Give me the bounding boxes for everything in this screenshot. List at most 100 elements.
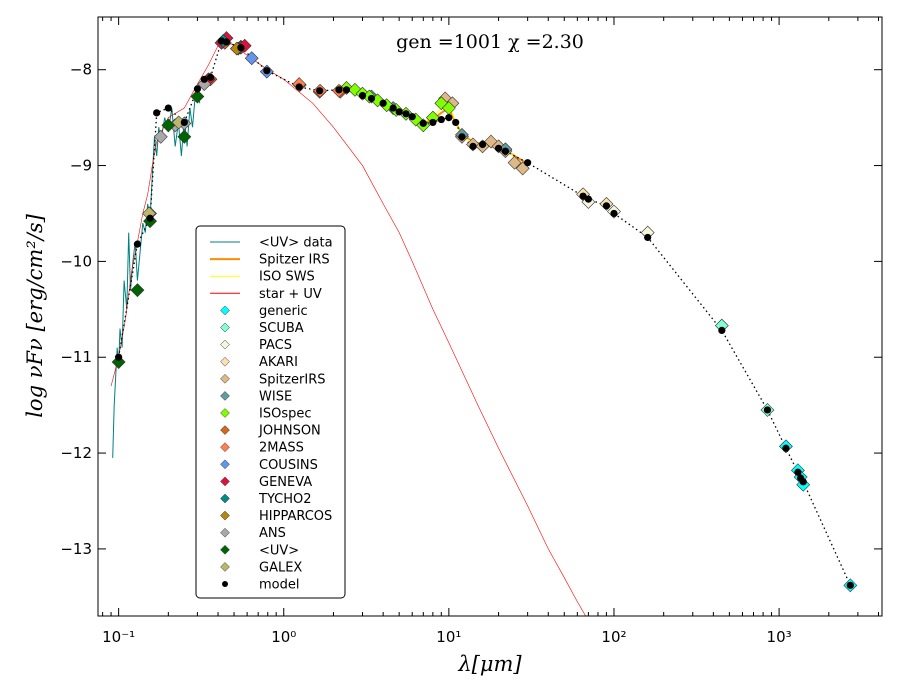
point-model-21 [395, 108, 403, 116]
legend-label-model: model [259, 578, 299, 593]
chart-annotation: gen =1001 χ =2.30 [396, 31, 584, 53]
legend-swatch-isospec [220, 408, 230, 418]
point-model-8 [206, 73, 215, 81]
point-model-46 [846, 581, 854, 589]
point-model-27 [445, 114, 453, 122]
point-model-10 [222, 38, 231, 46]
legend-label-hipparcos: HIPPARCOS [259, 509, 332, 524]
legend-swatch-cousins [220, 459, 230, 470]
point-model-33 [501, 147, 509, 155]
legend-swatch-tycho2 [220, 493, 230, 504]
point-model-26 [437, 115, 445, 124]
legend-label-scuba: SCUBA [259, 321, 304, 336]
point-model-40 [718, 326, 726, 334]
y-axis-label: log νFν [erg/cm²/s] [23, 213, 47, 417]
point-model-0 [115, 353, 123, 361]
legend-label-spitzer-irs: Spitzer IRS [259, 253, 330, 268]
legend-item-hipparcos: HIPPARCOS [220, 509, 332, 524]
point-model-23 [408, 113, 416, 121]
legend-item-uv: <UV> [220, 543, 299, 558]
point-model-41 [763, 406, 772, 414]
point-model-5 [180, 118, 188, 127]
point-model-42 [782, 444, 790, 452]
legend-item-spitzerirs: SpitzerIRS [220, 372, 326, 387]
point-cousins-0 [244, 51, 259, 66]
legend-item-scuba: SCUBA [220, 321, 304, 336]
x-tick-label-3: 10² [601, 628, 626, 646]
legend-swatch-pacs [220, 339, 230, 350]
point-model-29 [458, 133, 466, 141]
y-tick-label-3: −11 [60, 348, 92, 366]
point-isospec-1 [348, 82, 362, 97]
point-model-22 [402, 110, 410, 118]
point-model-12 [263, 67, 271, 75]
point-model-30 [469, 142, 477, 150]
y-tick-label-2: −10 [60, 252, 92, 270]
legend-label-star-uv: star + UV [259, 287, 322, 302]
point-spitzerirs-8 [507, 155, 522, 170]
point-model-4 [164, 104, 172, 112]
y-tick-label-4: −12 [60, 444, 92, 462]
legend-label-generic: generic [259, 304, 308, 319]
legend-swatch-akari [220, 356, 230, 367]
point-model-19 [379, 99, 387, 107]
point-model-18 [367, 94, 376, 103]
x-tick-label-4: 10³ [767, 628, 792, 646]
point-model-37 [602, 202, 611, 210]
point-model-3 [153, 109, 161, 117]
point-model-35 [579, 192, 587, 200]
point-model-45 [799, 478, 807, 486]
point-ans-1 [153, 129, 168, 144]
point-model-28 [452, 118, 460, 127]
point-model-25 [429, 118, 437, 127]
legend-label-iso-sws: ISO SWS [259, 270, 315, 285]
y-tick-label-0: −8 [70, 61, 92, 79]
legend-swatch-ans [220, 527, 230, 538]
legend-item-geneva: GENEVA [220, 475, 312, 490]
point-model-39 [644, 233, 652, 242]
legend-item-spitzer-irs: Spitzer IRS [210, 253, 330, 268]
y-tick-label-1: −9 [70, 157, 92, 175]
legend-label-galex: GALEX [259, 560, 302, 575]
point-geneva-4 [237, 38, 252, 53]
legend-item-wise: WISE [220, 389, 292, 404]
point-model-43 [794, 468, 802, 476]
legend-item-model: model [222, 578, 299, 593]
legend-swatch-wise [220, 391, 230, 401]
legend-label-pacs: PACS [259, 338, 292, 353]
point-model-34 [524, 159, 532, 167]
plot-frame [97, 16, 883, 617]
point-model-15 [335, 86, 343, 94]
legend-swatch-galex [220, 562, 230, 572]
legend-item-pacs: PACS [220, 338, 292, 353]
legend-item-star-uv: star + UV [210, 287, 322, 302]
legend-swatch-geneva [220, 476, 230, 487]
x-tick-label-1: 10⁰ [271, 628, 296, 646]
point-model-13 [295, 83, 303, 91]
legend-label-uv-data: <UV> data [259, 236, 333, 251]
point-model-32 [494, 144, 503, 152]
legend-swatch-uv [220, 544, 230, 555]
point-uv-1 [130, 283, 145, 298]
legend-swatch-scuba [220, 322, 230, 333]
legend-swatch-generic [220, 305, 230, 316]
point-model-7 [200, 75, 208, 83]
point-model-11 [237, 44, 245, 52]
legend-item-2mass: 2MASS [220, 441, 304, 456]
legend-item-generic: generic [220, 304, 308, 319]
legend-item-tycho2: TYCHO2 [220, 492, 312, 507]
legend-item-isospec: ISOspec [220, 407, 312, 422]
legend-label-tycho2: TYCHO2 [258, 492, 312, 507]
legend-swatch-spitzerirs [220, 373, 230, 384]
legend-label-2mass: 2MASS [259, 441, 304, 456]
legend-label-akari: AKARI [259, 355, 298, 370]
point-model-16 [342, 86, 351, 94]
point-model-2 [146, 214, 154, 222]
legend-item-galex: GALEX [220, 560, 302, 575]
y-tick-label-5: −13 [60, 540, 92, 558]
point-model-1 [133, 240, 142, 248]
point-uv-4 [177, 129, 192, 144]
legend: <UV> data Spitzer IRS ISO SWS star + UV gene… [195, 225, 346, 599]
x-tick-label-2: 10¹ [436, 628, 461, 646]
point-model-38 [610, 209, 618, 218]
